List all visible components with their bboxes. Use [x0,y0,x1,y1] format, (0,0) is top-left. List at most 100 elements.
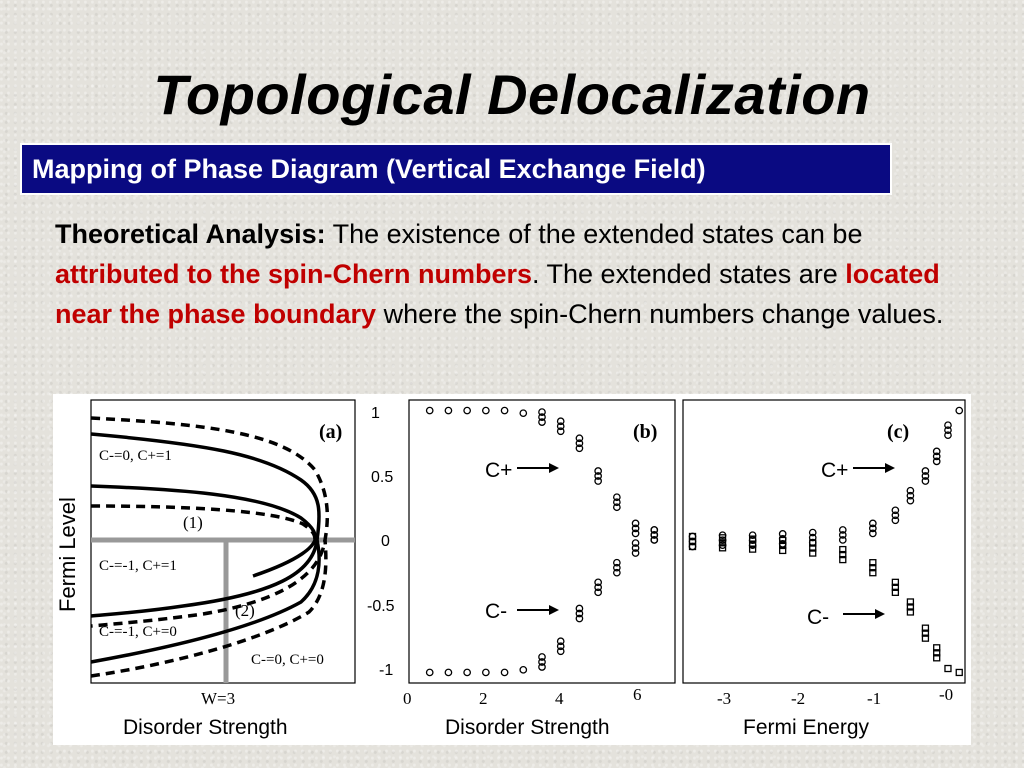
b-ytick-4: -0.5 [367,598,395,615]
c-point-s1-9-2 [921,634,930,642]
b-point-s0-6-0 [538,408,546,416]
figure: (a) C-=0, C+=1 (1) C-=-1, C+=1 (2) C-=-1… [53,394,971,745]
c-point-s0-7-0 [891,506,900,515]
b-point-s1-4-0 [500,668,509,677]
panel-c: -3 -2 -1 -0 (c) C+ C- Fermi Energy [682,399,966,739]
b-point-s1-7-2 [556,647,565,656]
c-point-s0-11-0 [944,421,952,430]
b-point-s0-8-0 [575,434,584,443]
c-point-s1-3-1 [779,541,787,550]
panel-c-marks [688,406,964,677]
c-point-s1-8-1 [906,603,915,611]
b-arrow-label-minus: C- [485,600,507,623]
c-point-s0-11-1 [944,426,952,435]
c-point-s0-9-0 [921,467,930,475]
c-point-s1-3-2 [779,546,787,555]
c-point-s1-3-0 [779,536,787,545]
b-point-s0-9-2 [594,477,602,485]
c-point-s0-6-1 [868,524,877,533]
para-text-1: The existence of the extended states can… [325,219,863,249]
c-point-s0-9-1 [921,472,930,480]
boundary-solid-inner [90,484,317,578]
region-label-4: C-=0, C+=0 [251,652,324,668]
c-point-s1-10-2 [933,654,941,662]
b-ytick-2: 0.5 [371,469,393,486]
panel-a-label: (a) [319,421,342,443]
c-point-s0-8-2 [906,496,915,505]
c-xtick-2: -2 [791,689,805,708]
c-point-s1-11-0 [944,664,952,673]
b-ytick-1: 1 [371,405,380,422]
boundary-dashed-upper [90,416,330,628]
b-point-s1-0-0 [425,668,434,677]
c-xtick-4: -0 [939,685,953,704]
c-point-s0-6-2 [868,529,877,538]
b-point-s0-1-0 [444,406,453,415]
cut-label-1: (1) [183,513,203,532]
panel-b: 1 0.5 0 -0.5 -1 0 2 4 6 (b) C+ C- Disord… [367,399,676,739]
c-point-s1-12-0 [955,668,963,677]
c-point-s1-10-0 [933,644,941,652]
c-point-s1-5-1 [839,550,847,559]
c-point-s1-0-2 [688,542,697,551]
c-point-s0-10-1 [932,452,941,461]
b-point-s0-3-0 [482,406,490,415]
c-point-s1-7-0 [891,578,900,586]
b-point-s0-10-2 [613,503,621,512]
c-point-s0-6-0 [868,519,877,528]
b-point-s1-2-0 [463,668,471,677]
c-point-s1-6-2 [869,569,877,577]
c-point-s1-0-0 [688,532,697,541]
c-point-s0-4-1 [808,533,817,542]
c-xtick-3: -1 [867,689,881,708]
para-text-3: where the spin-Chern numbers change valu… [376,299,944,329]
b-point-s1-9-0 [594,578,602,587]
b-point-s0-8-1 [575,439,584,448]
c-point-s0-11-2 [944,431,952,440]
panel-a-ylabel: Fermi Level [55,497,80,612]
b-arrow-label-plus: C+ [485,459,512,482]
b-point-s0-7-1 [556,422,565,431]
c-point-s1-10-1 [933,649,941,657]
c-point-s1-7-1 [891,583,900,591]
b-point-s0-11-1 [631,524,640,533]
c-point-s1-2-1 [748,540,757,548]
b-point-s1-10-0 [613,558,621,567]
para-highlight-2: located near the phase boundary [55,259,940,329]
b-point-s0-11-0 [631,519,640,528]
b-point-s0-9-1 [594,472,602,480]
b-point-s1-6-1 [538,658,546,666]
c-point-s0-7-2 [891,516,900,525]
b-point-s0-6-1 [538,413,546,421]
b-xtick-2: 2 [479,689,488,708]
b-point-s1-12-0 [650,526,659,534]
boundary-solid-lower [90,539,321,664]
c-point-s0-8-1 [906,491,915,500]
c-point-s1-6-1 [869,564,877,572]
section-banner: Mapping of Phase Diagram (Vertical Excha… [20,143,892,195]
b-point-s1-1-0 [444,668,453,677]
b-point-s1-3-0 [482,668,490,677]
b-point-s1-8-0 [575,604,584,613]
b-point-s1-7-0 [556,637,565,646]
b-point-s1-9-2 [594,588,602,597]
b-xtick-4: 6 [633,685,642,704]
b-point-s0-7-0 [556,417,565,426]
c-point-s0-10-2 [932,457,941,466]
b-xtick-3: 4 [555,689,564,708]
b-point-s0-9-0 [594,467,602,475]
c-arrow-label-plus: C+ [821,459,848,482]
b-point-s1-12-2 [650,536,659,544]
b-point-s1-5-0 [519,665,528,674]
c-point-s1-4-0 [809,539,817,547]
b-point-s0-8-2 [575,444,584,453]
c-point-s0-5-2 [838,536,847,544]
c-point-s0-12-0 [955,406,964,415]
b-point-s1-8-1 [575,609,584,618]
w3-marker: W=3 [201,689,235,708]
c-point-s1-6-0 [869,559,877,567]
c-point-s0-4-0 [808,528,817,537]
para-highlight-1: attributed to the spin-Chern numbers [55,259,533,289]
c-point-s1-4-2 [809,549,817,557]
panel-b-label: (b) [633,421,657,443]
